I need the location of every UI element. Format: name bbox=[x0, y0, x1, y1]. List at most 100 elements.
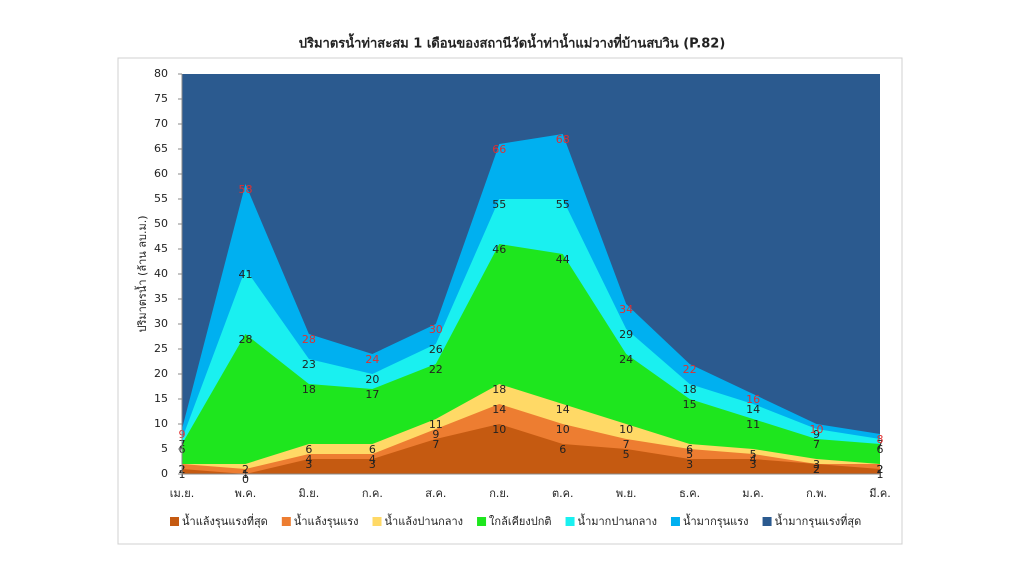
data-label: 34 bbox=[619, 303, 633, 316]
y-tick-label: 15 bbox=[154, 392, 168, 405]
data-label: 17 bbox=[365, 388, 379, 401]
legend-swatch bbox=[670, 517, 680, 526]
data-label: 18 bbox=[683, 383, 697, 396]
x-tick-label: ต.ค. bbox=[552, 487, 574, 500]
y-tick-label: 65 bbox=[154, 142, 168, 155]
legend-label: น้ำแล้งปานกลาง bbox=[385, 513, 464, 528]
legend-swatch bbox=[477, 517, 487, 526]
legend-swatch bbox=[372, 517, 382, 526]
data-label: 28 bbox=[302, 333, 316, 346]
data-label: 2 bbox=[813, 463, 820, 476]
y-tick-label: 80 bbox=[154, 67, 168, 80]
data-label: 7 bbox=[623, 438, 630, 451]
data-label: 7 bbox=[877, 438, 884, 451]
data-label: 3 bbox=[305, 458, 312, 471]
chart-title: ปริมาตรน้ำท่าสะสม 1 เดือนของสถานีวัดน้ำท… bbox=[299, 33, 726, 52]
y-tick-label: 30 bbox=[154, 317, 168, 330]
legend-label: ใกล้เคียงปกติ bbox=[489, 515, 552, 528]
data-label: 7 bbox=[432, 438, 439, 451]
y-tick-label: 10 bbox=[154, 417, 168, 430]
data-label: 9 bbox=[813, 428, 820, 441]
y-tick-label: 75 bbox=[154, 92, 168, 105]
data-label: 11 bbox=[746, 418, 760, 431]
data-label: 5 bbox=[686, 448, 693, 461]
data-label: 4 bbox=[750, 453, 757, 466]
data-label: 2 bbox=[877, 463, 884, 476]
data-label: 24 bbox=[365, 353, 379, 366]
data-label: 2 bbox=[877, 463, 884, 476]
legend-swatch bbox=[281, 517, 291, 526]
x-tick-label: พ.ค. bbox=[235, 487, 257, 500]
data-label: 8 bbox=[877, 433, 884, 446]
y-tick-label: 20 bbox=[154, 367, 168, 380]
x-tick-label: มี.ค. bbox=[869, 487, 891, 500]
data-label: 24 bbox=[619, 353, 633, 366]
data-label: 5 bbox=[623, 448, 630, 461]
data-label: 3 bbox=[750, 458, 757, 471]
y-tick-label: 45 bbox=[154, 242, 168, 255]
data-label: 46 bbox=[492, 243, 506, 256]
legend-label: น้ำมากรุนแรงที่สุด bbox=[775, 513, 862, 528]
data-label: 6 bbox=[559, 443, 566, 456]
x-tick-label: ม.ค. bbox=[742, 487, 764, 500]
data-label: 3 bbox=[813, 458, 820, 471]
data-label: 6 bbox=[305, 443, 312, 456]
legend-label: น้ำมากรุนแรง bbox=[683, 513, 749, 528]
y-axis-label: ปริมาตรน้ำ (ล้าน ลบ.ม.) bbox=[134, 215, 149, 332]
data-label: 5 bbox=[750, 448, 757, 461]
legend-swatch bbox=[762, 517, 772, 526]
x-tick-label: ก.ย. bbox=[489, 487, 509, 500]
data-label: 68 bbox=[556, 133, 570, 146]
data-label: 0 bbox=[242, 473, 249, 486]
data-label: 58 bbox=[238, 183, 252, 196]
data-label: 30 bbox=[429, 323, 443, 336]
data-label: 18 bbox=[302, 383, 316, 396]
y-tick-label: 25 bbox=[154, 342, 168, 355]
data-label: 41 bbox=[238, 268, 252, 281]
legend-swatch bbox=[565, 517, 575, 526]
y-tick-label: 0 bbox=[161, 467, 168, 480]
legend-label: น้ำแล้งรุนแรง bbox=[294, 513, 359, 528]
data-label: 10 bbox=[619, 423, 633, 436]
data-label: 14 bbox=[492, 403, 506, 416]
data-label: 22 bbox=[429, 363, 443, 376]
data-label: 66 bbox=[492, 143, 506, 156]
x-tick-label: ก.พ. bbox=[806, 487, 827, 500]
y-tick-label: 60 bbox=[154, 167, 168, 180]
y-tick-label: 50 bbox=[154, 217, 168, 230]
data-label: 10 bbox=[810, 423, 824, 436]
area bbox=[182, 244, 880, 474]
data-label: 15 bbox=[683, 398, 697, 411]
data-label: 14 bbox=[556, 403, 570, 416]
y-tick-label: 5 bbox=[161, 442, 168, 455]
data-label: 20 bbox=[365, 373, 379, 386]
legend-label: น้ำมากปานกลาง bbox=[578, 513, 657, 528]
legend-label: น้ำแล้งรุนแรงที่สุด bbox=[182, 513, 268, 528]
data-label: 26 bbox=[429, 343, 443, 356]
data-label: 7 bbox=[813, 438, 820, 451]
y-tick-label: 55 bbox=[154, 192, 168, 205]
data-label: 3 bbox=[369, 458, 376, 471]
data-label: 14 bbox=[746, 403, 760, 416]
data-label: 2 bbox=[813, 463, 820, 476]
y-tick-label: 70 bbox=[154, 117, 168, 130]
x-tick-label: มิ.ย. bbox=[299, 487, 320, 500]
x-tick-label: ธ.ค. bbox=[679, 487, 700, 500]
x-tick-label: พ.ย. bbox=[616, 487, 637, 500]
data-label: 22 bbox=[683, 363, 697, 376]
x-tick-label: ส.ค. bbox=[425, 487, 446, 500]
area bbox=[182, 424, 880, 474]
data-label: 4 bbox=[305, 453, 312, 466]
data-label: 10 bbox=[556, 423, 570, 436]
data-label: 6 bbox=[686, 443, 693, 456]
data-label: 28 bbox=[238, 333, 252, 346]
data-label: 6 bbox=[877, 443, 884, 456]
data-label: 9 bbox=[432, 428, 439, 441]
y-tick-label: 35 bbox=[154, 292, 168, 305]
chart-frame bbox=[117, 57, 903, 545]
data-label: 44 bbox=[556, 253, 570, 266]
y-tick-label: 40 bbox=[154, 267, 168, 280]
data-label: 6 bbox=[369, 443, 376, 456]
data-label: 29 bbox=[619, 328, 633, 341]
